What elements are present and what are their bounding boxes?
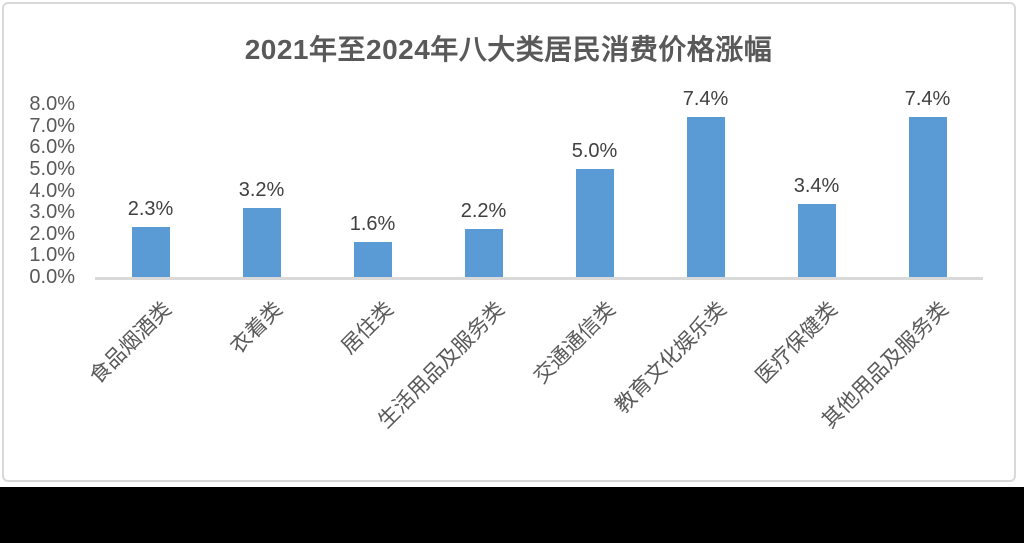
bar-8: [908, 117, 947, 277]
bar-6: [686, 117, 725, 277]
bar-7: [797, 204, 836, 277]
bottom-black-band: [0, 487, 1024, 543]
y-axis-tick-label: 4.0%: [29, 179, 75, 202]
y-axis-tick-label: 2.0%: [29, 222, 75, 245]
bar-value-label: 2.2%: [460, 200, 507, 222]
y-axis-tick-label: 7.0%: [29, 114, 75, 137]
chart-container: [2, 2, 1016, 482]
bar-2: [242, 208, 281, 277]
bar-value-label: 3.4%: [793, 175, 840, 197]
y-axis-tick-label: 6.0%: [29, 136, 75, 159]
y-axis-tick-label: 3.0%: [29, 201, 75, 224]
bar-value-label: 7.4%: [682, 88, 729, 110]
bar-value-label: 1.6%: [349, 213, 396, 235]
bar-1: [131, 227, 170, 277]
y-axis-tick-label: 8.0%: [29, 93, 75, 116]
bar-value-label: 5.0%: [571, 140, 618, 162]
bar-3: [353, 242, 392, 277]
y-axis-tick-label: 5.0%: [29, 158, 75, 180]
bar-4: [464, 229, 503, 277]
bar-value-label: 7.4%: [904, 88, 951, 110]
bar-value-label: 2.3%: [127, 198, 174, 220]
chart-title: 2021年至2024年八大类居民消费价格涨幅: [244, 34, 773, 65]
bar-value-label: 3.2%: [238, 179, 285, 201]
y-axis-tick-label: 1.0%: [29, 244, 75, 267]
y-axis-tick-label: 0.0%: [29, 266, 75, 288]
x-axis-line: [95, 277, 983, 280]
bar-5: [575, 169, 614, 277]
